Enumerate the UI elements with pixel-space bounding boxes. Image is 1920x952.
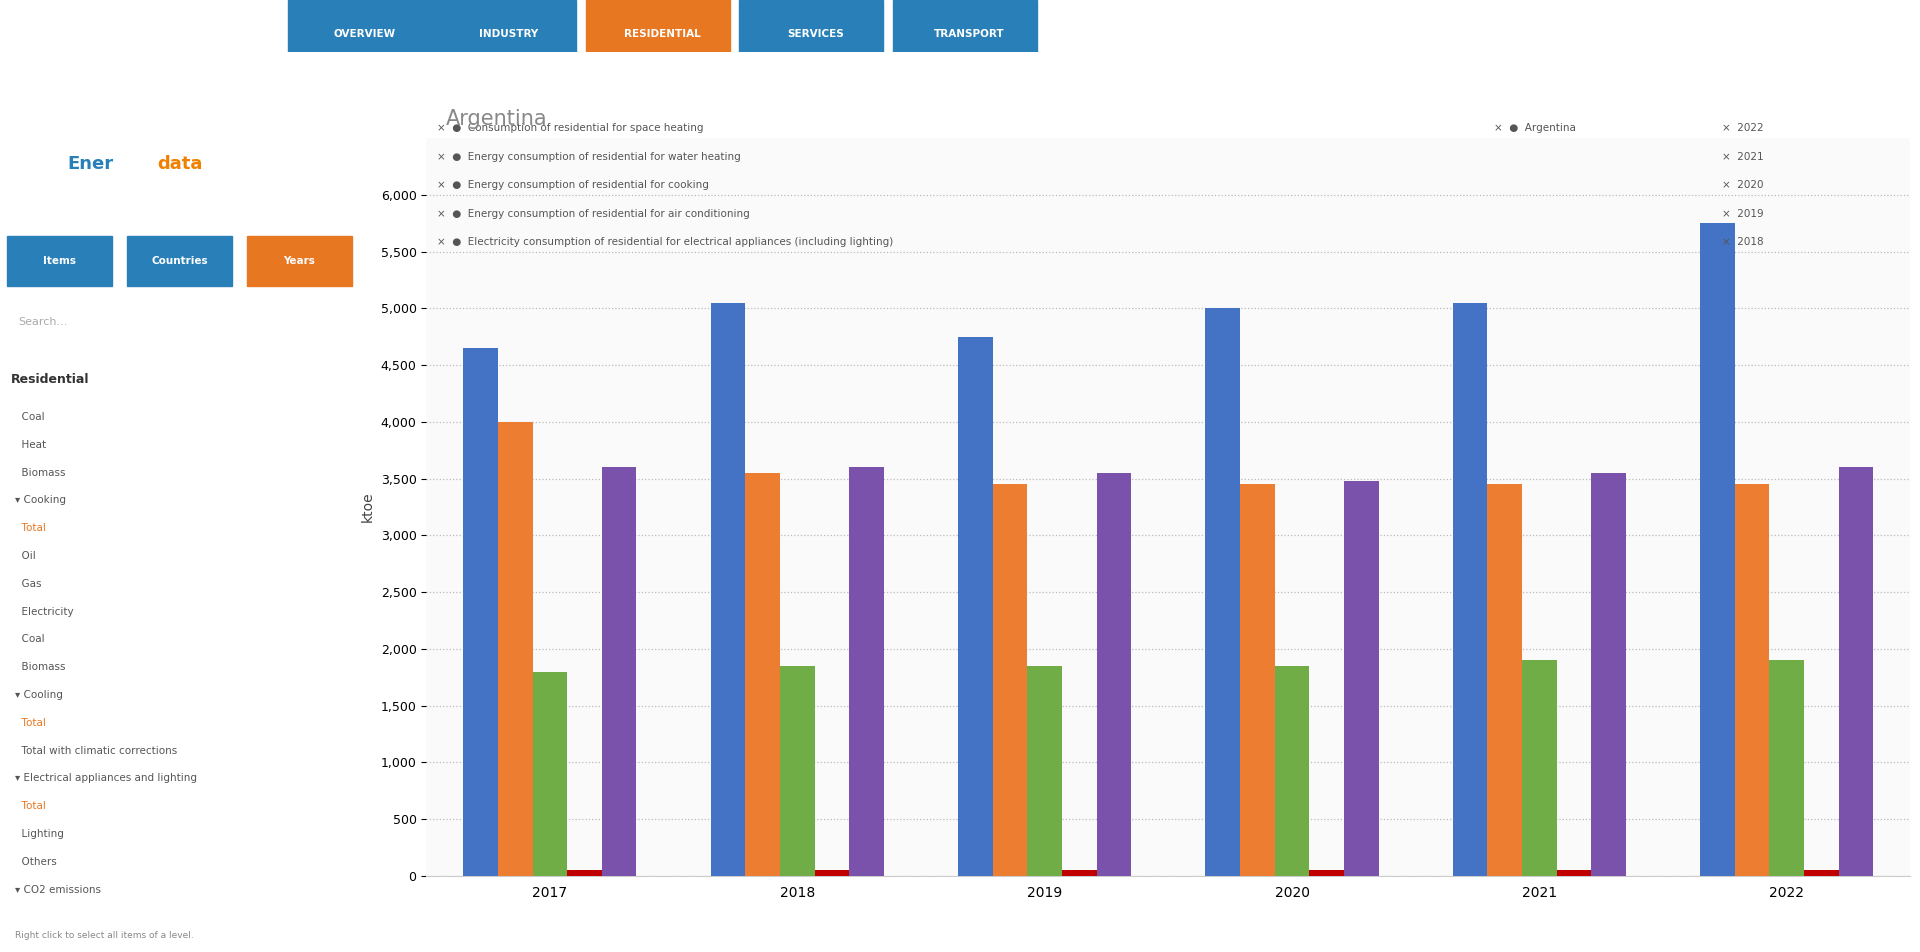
Bar <box>745 473 780 876</box>
Text: Residential: Residential <box>12 372 90 386</box>
Text: Items: 5: Items: 5 <box>221 74 278 88</box>
Bar <box>780 665 814 876</box>
Bar <box>1488 485 1523 876</box>
Text: ▾ Cooking: ▾ Cooking <box>15 495 65 506</box>
Text: Years: Years <box>284 256 315 267</box>
Text: Total with climatic corrections: Total with climatic corrections <box>15 745 177 756</box>
Text: Countries: Countries <box>152 256 207 267</box>
Text: Items: Items <box>44 256 77 267</box>
Bar <box>1770 660 1805 876</box>
Bar <box>1839 467 1874 876</box>
Text: Ener: Ener <box>67 155 113 173</box>
Text: Coal: Coal <box>15 634 44 645</box>
Bar <box>1275 665 1309 876</box>
Text: Countries: 1: Countries: 1 <box>912 74 998 88</box>
Text: HELP / SETTINGS: HELP / SETTINGS <box>1478 21 1572 31</box>
Text: Biomass: Biomass <box>15 467 65 478</box>
Bar <box>1592 473 1626 876</box>
Bar <box>566 869 601 876</box>
Bar <box>586 0 730 52</box>
Bar <box>1309 869 1344 876</box>
Bar <box>1062 869 1096 876</box>
Text: EnerDemand: EnerDemand <box>10 14 190 38</box>
Text: ×  ●  Electricity consumption of residential for electrical appliances (includin: × ● Electricity consumption of residenti… <box>438 237 893 248</box>
Bar <box>710 303 745 876</box>
Bar <box>432 0 576 52</box>
Text: ▾ Cooling: ▾ Cooling <box>15 690 63 700</box>
Bar <box>497 422 532 876</box>
Text: ×  ●  Energy consumption of residential for air conditioning: × ● Energy consumption of residential fo… <box>438 208 749 219</box>
Bar <box>1557 869 1592 876</box>
Bar <box>601 467 637 876</box>
Bar <box>849 467 883 876</box>
Text: SERVICES: SERVICES <box>787 29 845 39</box>
Bar <box>1096 473 1131 876</box>
Bar <box>739 0 883 52</box>
Bar <box>993 485 1027 876</box>
Text: Heat: Heat <box>15 440 46 449</box>
Bar <box>463 348 497 876</box>
Text: ×  2019: × 2019 <box>1722 208 1764 219</box>
Text: Oil: Oil <box>15 551 36 561</box>
Bar <box>1523 660 1557 876</box>
Text: ×  2020: × 2020 <box>1722 180 1764 190</box>
Text: Argentina: Argentina <box>445 109 547 129</box>
Text: OVERVIEW: OVERVIEW <box>334 29 396 39</box>
Bar <box>8 236 113 287</box>
Text: ×  ●  Energy consumption of residential for cooking: × ● Energy consumption of residential fo… <box>438 180 708 190</box>
Bar <box>1699 223 1736 876</box>
Text: Electricity: Electricity <box>15 606 73 617</box>
Bar <box>288 0 432 52</box>
Text: ×  ●  Energy consumption of residential for water heating: × ● Energy consumption of residential fo… <box>438 151 741 162</box>
Text: ▾ CO2 emissions: ▾ CO2 emissions <box>15 884 102 895</box>
Text: Gas: Gas <box>15 579 42 589</box>
Text: ×  2022: × 2022 <box>1722 123 1764 133</box>
Text: INDUSTRY: INDUSTRY <box>480 29 538 39</box>
Text: Total: Total <box>15 718 46 728</box>
Bar <box>1027 665 1062 876</box>
Bar <box>0 109 374 210</box>
Bar <box>8 299 307 346</box>
Text: Years:  6: Years: 6 <box>1296 74 1357 88</box>
Bar <box>1453 303 1488 876</box>
Bar <box>893 0 1037 52</box>
Text: Biomass: Biomass <box>15 663 65 672</box>
Bar <box>1240 485 1275 876</box>
Text: Total: Total <box>15 802 46 811</box>
Text: Right click to select all items of a level.: Right click to select all items of a lev… <box>15 931 194 940</box>
Bar <box>532 671 566 876</box>
Text: Search...: Search... <box>19 317 67 327</box>
Text: ×  ●  Argentina: × ● Argentina <box>1494 123 1576 133</box>
Bar <box>1805 869 1839 876</box>
Text: ×  2021: × 2021 <box>1722 151 1764 162</box>
Bar <box>127 236 232 287</box>
Text: ×  ●  Consumption of residential for space heating: × ● Consumption of residential for space… <box>438 123 703 133</box>
Text: Others: Others <box>15 857 58 867</box>
Y-axis label: ktoe: ktoe <box>361 491 374 523</box>
Text: data: data <box>157 155 204 173</box>
Text: Lighting: Lighting <box>15 829 63 839</box>
Text: Coal: Coal <box>15 412 44 422</box>
Bar <box>814 869 849 876</box>
Text: Total: Total <box>15 524 46 533</box>
Bar <box>1344 481 1379 876</box>
Text: RESIDENTIAL: RESIDENTIAL <box>624 29 701 39</box>
Bar <box>248 236 351 287</box>
Bar <box>1206 308 1240 876</box>
Text: TRANSPORT: TRANSPORT <box>935 29 1004 39</box>
Bar <box>958 337 993 876</box>
Text: ×  2018: × 2018 <box>1722 237 1764 248</box>
Text: Welcome: Welcome <box>1690 13 1766 29</box>
Text: ▾ Electrical appliances and lighting: ▾ Electrical appliances and lighting <box>15 773 198 783</box>
Bar <box>1736 485 1770 876</box>
